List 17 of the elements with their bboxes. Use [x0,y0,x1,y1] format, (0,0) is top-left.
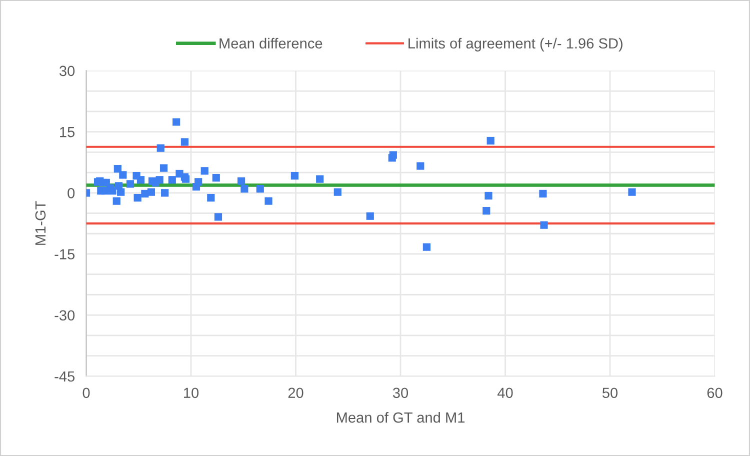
x-tick-label: 30 [392,388,408,398]
x-axis-title: Mean of GT and M1 [336,412,465,423]
legend-label: Mean difference [220,38,322,49]
y-tick-label: -45 [54,371,75,382]
x-tick-label: 0 [82,388,90,398]
y-tick-label: 15 [60,127,75,138]
y-tick-label: -30 [54,310,75,321]
y-tick-label: 0 [68,188,75,198]
x-tick-label: 60 [707,388,722,398]
y-tick-label: -15 [54,249,75,260]
x-tick-label: 40 [497,388,513,398]
x-tick-label: 10 [184,388,199,398]
x-tick-label: 20 [288,388,304,398]
y-axis-title: M1-GT [35,201,46,245]
x-tick-label: 50 [602,388,618,398]
y-tick-label: 30 [59,66,75,76]
legend-label: Limits of agreement (+/- 1.96 SD) [408,38,622,52]
